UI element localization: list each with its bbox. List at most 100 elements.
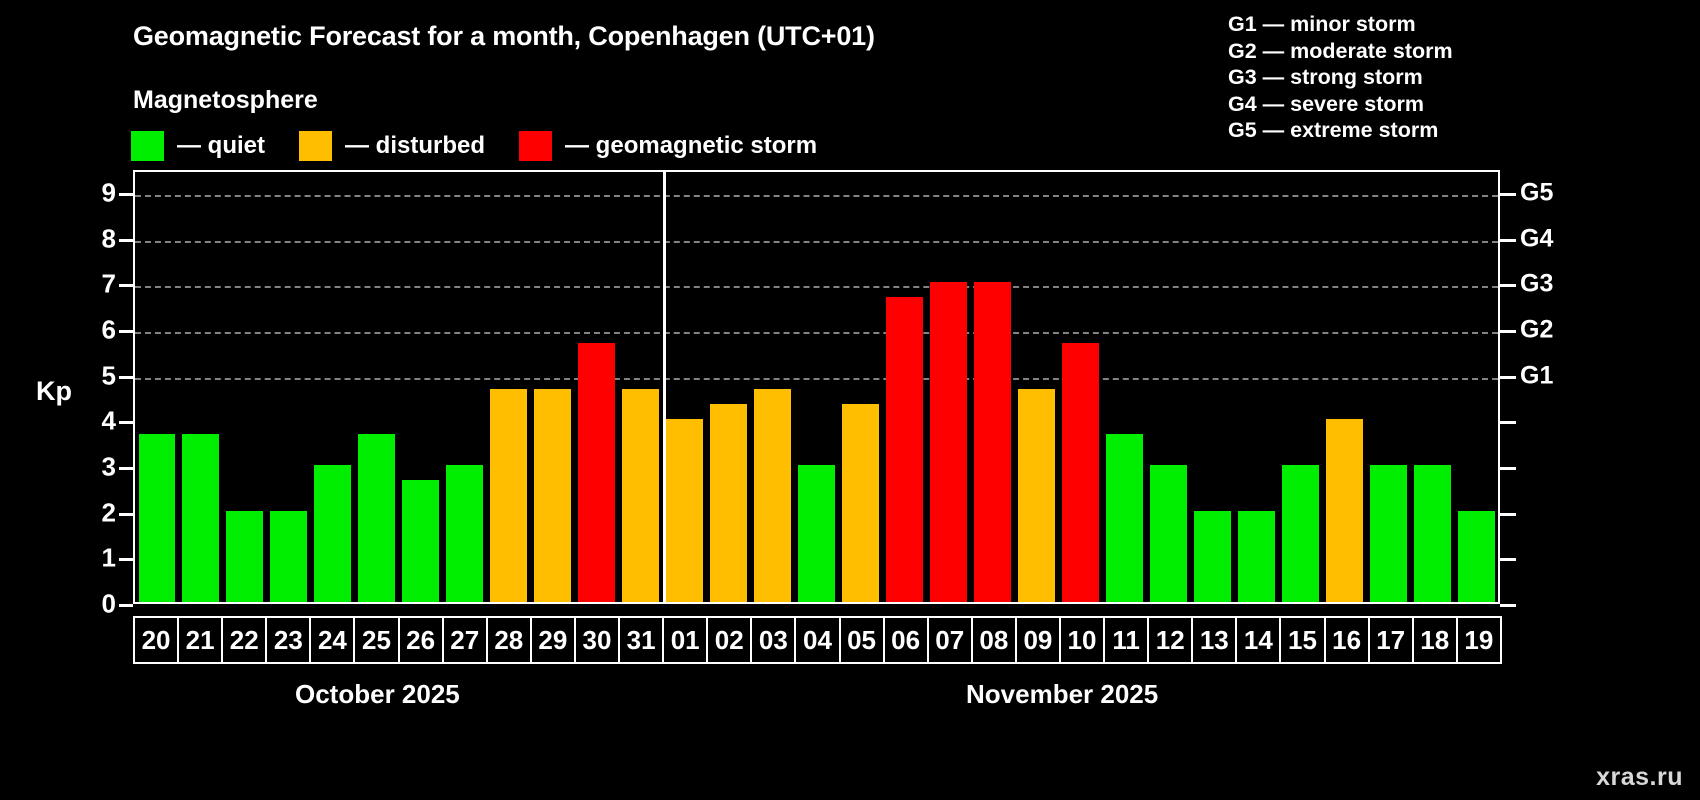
bar-cell[interactable] [1322, 172, 1366, 602]
day-label-22[interactable]: 22 [221, 616, 268, 664]
bar-21[interactable] [182, 434, 220, 602]
bar-cell[interactable] [1366, 172, 1410, 602]
day-label-23[interactable]: 23 [265, 616, 312, 664]
bar-16[interactable] [1325, 419, 1363, 602]
bar-07[interactable] [929, 282, 967, 602]
bar-04[interactable] [798, 464, 835, 602]
day-label-01[interactable]: 01 [662, 616, 709, 664]
bar-25[interactable] [358, 434, 396, 602]
bar-cell[interactable] [707, 172, 751, 602]
day-label-21[interactable]: 21 [177, 616, 224, 664]
day-label-10[interactable]: 10 [1058, 616, 1106, 664]
bar-cell[interactable] [882, 172, 926, 602]
bar-cell[interactable] [1454, 172, 1498, 602]
bar-cell[interactable] [926, 172, 970, 602]
bar-28[interactable] [490, 388, 528, 602]
bar-23[interactable] [270, 510, 308, 602]
bar-cell[interactable] [1146, 172, 1190, 602]
day-label-24[interactable]: 24 [309, 616, 356, 664]
bar-18[interactable] [1413, 464, 1451, 602]
day-label-15[interactable]: 15 [1279, 616, 1326, 664]
bar-cell[interactable] [223, 172, 267, 602]
legend-label: — quiet [177, 132, 265, 159]
legend-item-2: — geomagnetic storm [519, 131, 851, 161]
bar-09[interactable] [1017, 388, 1055, 602]
bar-cell[interactable] [751, 172, 795, 602]
bar-cell[interactable] [663, 172, 707, 602]
bar-11[interactable] [1105, 434, 1143, 602]
bar-cell[interactable] [1014, 172, 1058, 602]
bar-20[interactable] [138, 434, 176, 602]
day-label-29[interactable]: 29 [529, 616, 576, 664]
bar-cell[interactable] [531, 172, 575, 602]
bar-03[interactable] [754, 388, 791, 602]
bar-17[interactable] [1369, 464, 1407, 602]
bar-31[interactable] [622, 388, 660, 602]
bar-cell[interactable] [267, 172, 311, 602]
day-label-17[interactable]: 17 [1367, 616, 1414, 664]
bar-08[interactable] [973, 282, 1011, 602]
bar-cell[interactable] [487, 172, 531, 602]
bar-30[interactable] [578, 342, 616, 602]
bar-cell[interactable] [443, 172, 487, 602]
bar-19[interactable] [1457, 510, 1495, 602]
day-label-07[interactable]: 07 [926, 616, 973, 664]
bar-13[interactable] [1193, 510, 1231, 602]
bar-cell[interactable] [795, 172, 839, 602]
bar-cell[interactable] [575, 172, 619, 602]
day-label-13[interactable]: 13 [1191, 616, 1238, 664]
day-label-18[interactable]: 18 [1411, 616, 1458, 664]
day-label-19[interactable]: 19 [1455, 616, 1502, 664]
g-axis-tick-6 [1500, 329, 1516, 333]
bar-22[interactable] [226, 510, 264, 602]
bar-cell[interactable] [1278, 172, 1322, 602]
day-label-30[interactable]: 30 [573, 616, 621, 664]
bar-24[interactable] [314, 464, 352, 602]
day-label-20[interactable]: 20 [133, 616, 180, 664]
bar-cell[interactable] [135, 172, 179, 602]
bar-cell[interactable] [355, 172, 399, 602]
bar-cell[interactable] [839, 172, 883, 602]
day-label-05[interactable]: 05 [838, 616, 885, 664]
day-label-27[interactable]: 27 [441, 616, 488, 664]
bar-26[interactable] [402, 480, 440, 602]
day-label-02[interactable]: 02 [706, 616, 753, 664]
bar-cell[interactable] [970, 172, 1014, 602]
day-label-06[interactable]: 06 [882, 616, 929, 664]
bar-01[interactable] [666, 419, 704, 602]
bar-14[interactable] [1237, 510, 1275, 602]
bar-cell[interactable] [179, 172, 223, 602]
bar-15[interactable] [1281, 464, 1319, 602]
bar-29[interactable] [534, 388, 572, 602]
day-label-26[interactable]: 26 [397, 616, 444, 664]
bar-cell[interactable] [311, 172, 355, 602]
day-label-09[interactable]: 09 [1014, 616, 1061, 664]
bar-cell[interactable] [619, 172, 663, 602]
bar-cell[interactable] [399, 172, 443, 602]
day-label-28[interactable]: 28 [485, 616, 532, 664]
bar-12[interactable] [1149, 464, 1187, 602]
day-label-31[interactable]: 31 [618, 616, 665, 664]
bar-05[interactable] [842, 404, 879, 602]
g-axis-tick-2 [1500, 512, 1516, 516]
y-tick-label-4: 4 [101, 405, 116, 436]
bar-cell[interactable] [1234, 172, 1278, 602]
day-label-25[interactable]: 25 [353, 616, 400, 664]
bar-27[interactable] [446, 464, 484, 602]
bar-cell[interactable] [1102, 172, 1146, 602]
bar-cell[interactable] [1410, 172, 1454, 602]
bar-cell[interactable] [1190, 172, 1234, 602]
day-label-14[interactable]: 14 [1235, 616, 1282, 664]
g-axis-tick-1 [1500, 558, 1516, 562]
day-label-08[interactable]: 08 [970, 616, 1017, 664]
day-label-11[interactable]: 11 [1103, 616, 1150, 664]
bar-10[interactable] [1061, 342, 1099, 602]
day-label-12[interactable]: 12 [1147, 616, 1194, 664]
day-label-16[interactable]: 16 [1323, 616, 1370, 664]
bar-cell[interactable] [1058, 172, 1102, 602]
bar-02[interactable] [710, 404, 748, 602]
day-label-04[interactable]: 04 [794, 616, 841, 664]
gridline-kp-7 [135, 286, 1498, 289]
day-label-03[interactable]: 03 [750, 616, 797, 664]
bar-06[interactable] [885, 297, 923, 602]
